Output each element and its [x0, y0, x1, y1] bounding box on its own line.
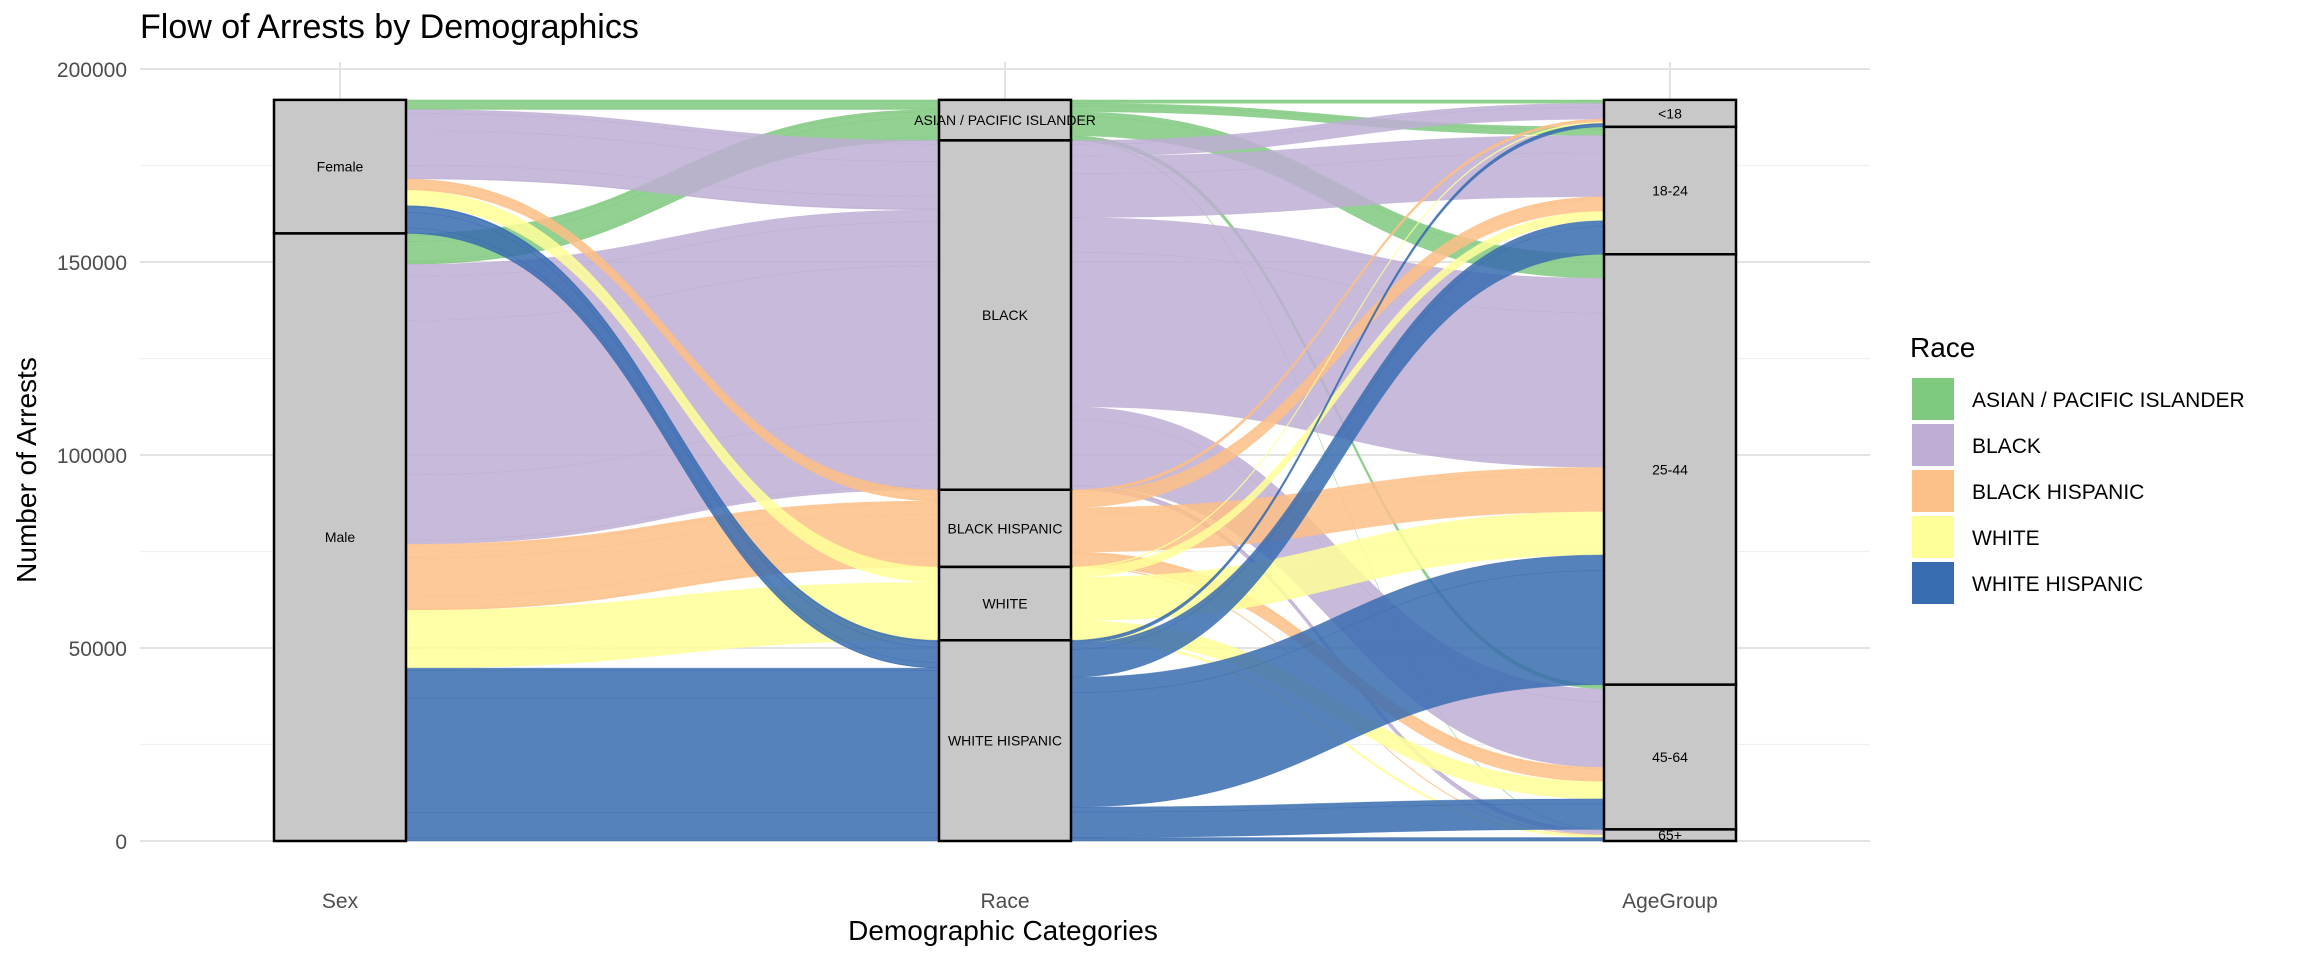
agegroup-stratum-label: 45-64	[1652, 749, 1688, 765]
race-stratum	[937, 98, 1073, 142]
flow-sex-race-asian-pacific-islander	[405, 103, 940, 109]
race-stratum-label: BLACK HISPANIC	[948, 520, 1063, 536]
flow-sex-race-asian-pacific-islander	[405, 108, 940, 110]
x-tick-label: AgeGroup	[1622, 890, 1718, 913]
flow-sex-race-asian-pacific-islander	[405, 100, 940, 105]
y-tick-label: 200000	[57, 59, 127, 82]
flow-race-age-white-hispanic	[1070, 837, 1605, 842]
y-axis-title: Number of Arrests	[11, 357, 42, 583]
agegroup-stratum	[1602, 828, 1738, 843]
y-tick-label: 150000	[57, 252, 127, 275]
race-stratum-label: ASIAN / PACIFIC ISLANDER	[914, 112, 1096, 128]
agegroup-stratum-label: 18-24	[1652, 183, 1688, 199]
legend-label: ASIAN / PACIFIC ISLANDER	[1972, 389, 2245, 412]
agegroup-stratum	[1602, 253, 1738, 686]
sex-stratum-label: Male	[325, 529, 356, 545]
race-stratum	[937, 565, 1073, 642]
strata-layer: Female Male ASIAN / PACIFIC ISLANDER BLACK B…	[272, 98, 1738, 843]
y-tick-label: 0	[115, 831, 127, 854]
flow-sex-race-white-hispanic	[405, 812, 940, 839]
axis-layer: 0 50000 100000 150000 200000 Sex Race AgeGroup	[57, 59, 1718, 913]
legend-title: Race	[1910, 332, 1975, 363]
sex-stratum-label: Female	[317, 159, 364, 175]
flow-race-age-asian-pacific-islander	[1070, 100, 1605, 104]
race-stratum-label: WHITE HISPANIC	[948, 733, 1062, 749]
legend-swatch	[1912, 516, 1954, 558]
legend-swatch	[1912, 424, 1954, 466]
agegroup-stratum-label: 25-44	[1652, 461, 1688, 477]
agegroup-stratum-label: <18	[1658, 105, 1682, 121]
race-stratum	[937, 639, 1073, 843]
x-tick-label: Sex	[322, 890, 359, 913]
flow-sex-race-white-hispanic	[405, 697, 940, 813]
race-stratum-label: WHITE	[982, 596, 1027, 612]
legend-label: WHITE HISPANIC	[1972, 573, 2143, 596]
legend-swatch	[1912, 562, 1954, 604]
legend-swatch	[1912, 470, 1954, 512]
x-tick-label: Race	[980, 890, 1029, 913]
x-axis-title: Demographic Categories	[848, 915, 1158, 946]
race-stratum-label: BLACK	[982, 307, 1029, 323]
legend-label: BLACK HISPANIC	[1972, 481, 2144, 504]
agegroup-stratum	[1602, 98, 1738, 129]
flow-layer	[405, 99, 1605, 842]
sex-stratum	[272, 232, 408, 843]
y-tick-label: 50000	[69, 638, 127, 661]
flow-sex-race-white-hispanic	[405, 670, 940, 699]
race-stratum	[937, 488, 1073, 569]
flow-sex-race-white-hispanic	[405, 667, 940, 671]
agegroup-stratum	[1602, 683, 1738, 831]
flow-sex-race-white-hispanic	[405, 837, 940, 842]
chart-title: Flow of Arrests by Demographics	[140, 8, 639, 46]
legend-swatch	[1912, 378, 1954, 420]
legend: Race ASIAN / PACIFIC ISLANDER BLACK BLACK …	[1910, 332, 2245, 604]
legend-items: ASIAN / PACIFIC ISLANDER BLACK BLACK HISPA…	[1912, 378, 2245, 604]
legend-label: BLACK	[1972, 435, 2041, 458]
legend-label: WHITE	[1972, 527, 2040, 550]
agegroup-stratum	[1602, 125, 1738, 256]
y-tick-label: 100000	[57, 445, 127, 468]
sex-stratum	[272, 98, 408, 235]
agegroup-stratum-label: 65+	[1658, 827, 1682, 843]
